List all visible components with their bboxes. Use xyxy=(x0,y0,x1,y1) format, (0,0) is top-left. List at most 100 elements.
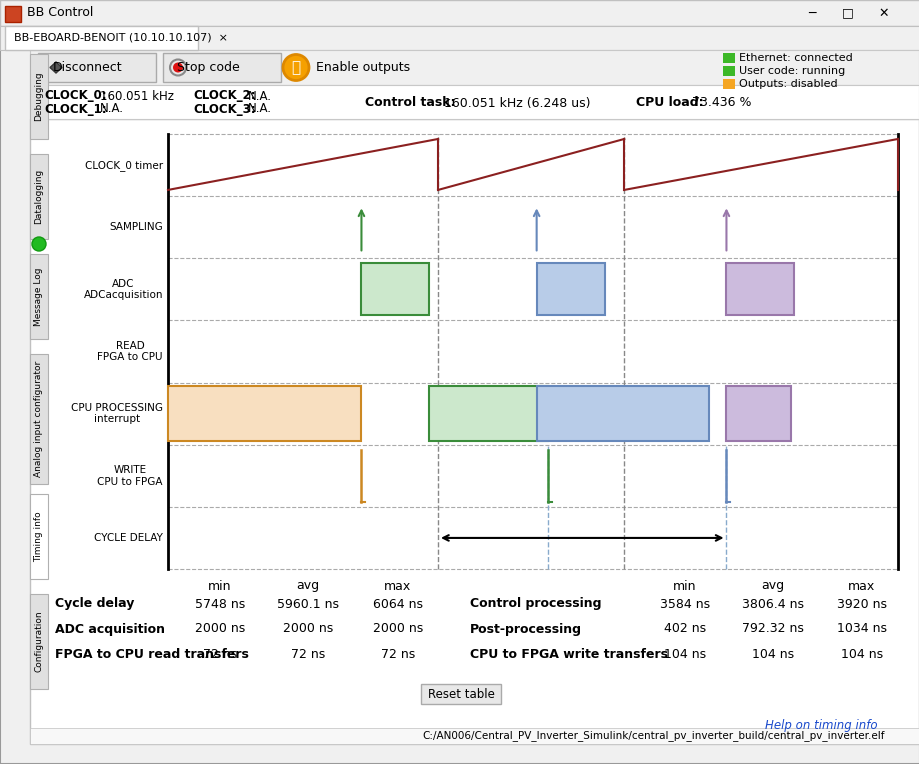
Bar xyxy=(0,26,919,50)
Bar xyxy=(30,728,918,744)
Text: Stop code: Stop code xyxy=(176,61,239,74)
Text: Configuration: Configuration xyxy=(35,610,43,672)
Text: Post-processing: Post-processing xyxy=(470,623,582,636)
Text: min: min xyxy=(673,580,696,593)
Text: Analog input configurator: Analog input configurator xyxy=(34,361,43,478)
Text: CLOCK_2:: CLOCK_2: xyxy=(193,89,255,102)
Text: 5748 ns: 5748 ns xyxy=(195,597,244,610)
Text: Outputs: disabled: Outputs: disabled xyxy=(738,79,836,89)
Text: 104 ns: 104 ns xyxy=(664,648,705,661)
Text: Control task:: Control task: xyxy=(365,96,455,109)
Bar xyxy=(30,54,48,139)
Bar xyxy=(168,387,361,441)
Bar xyxy=(30,50,918,85)
Polygon shape xyxy=(50,62,62,73)
Text: ✕: ✕ xyxy=(878,7,889,20)
Text: 1034 ns: 1034 ns xyxy=(836,623,886,636)
Text: 104 ns: 104 ns xyxy=(840,648,882,661)
Text: □: □ xyxy=(841,7,853,20)
Text: Datalogging: Datalogging xyxy=(35,169,43,224)
Text: 3920 ns: 3920 ns xyxy=(836,597,886,610)
Text: CPU PROCESSING
interrupt: CPU PROCESSING interrupt xyxy=(71,403,163,425)
Text: Reset table: Reset table xyxy=(427,688,494,701)
Text: CLOCK_1:: CLOCK_1: xyxy=(44,102,107,115)
Bar xyxy=(536,387,709,441)
Text: 3584 ns: 3584 ns xyxy=(659,597,709,610)
Text: C:/AN006/Central_PV_Inverter_Simulink/central_pv_inverter_build/central_pv_inver: C:/AN006/Central_PV_Inverter_Simulink/ce… xyxy=(422,730,884,741)
Text: BB-EBOARD-BENOIT (10.10.10.107)  ×: BB-EBOARD-BENOIT (10.10.10.107) × xyxy=(14,33,228,43)
Bar xyxy=(722,66,734,76)
Text: CLOCK_0:: CLOCK_0: xyxy=(44,89,107,102)
Bar xyxy=(30,494,48,579)
Text: 72 ns: 72 ns xyxy=(380,648,414,661)
Bar xyxy=(722,79,734,89)
Text: Help on timing info: Help on timing info xyxy=(765,720,877,733)
Text: 3806.4 ns: 3806.4 ns xyxy=(742,597,803,610)
Text: 792.32 ns: 792.32 ns xyxy=(742,623,803,636)
Text: CPU to FPGA write transfers: CPU to FPGA write transfers xyxy=(470,648,667,661)
Text: 402 ns: 402 ns xyxy=(664,623,705,636)
Text: ADC acquisition: ADC acquisition xyxy=(55,623,165,636)
Text: N.A.: N.A. xyxy=(100,102,124,115)
Bar xyxy=(30,594,48,689)
Bar xyxy=(30,119,918,744)
Text: max: max xyxy=(384,580,411,593)
Text: 2000 ns: 2000 ns xyxy=(195,623,244,636)
Circle shape xyxy=(173,63,183,73)
Bar xyxy=(38,53,156,82)
Text: ─: ─ xyxy=(808,7,815,20)
Text: 2000 ns: 2000 ns xyxy=(372,623,423,636)
Text: 72 ns: 72 ns xyxy=(203,648,237,661)
Text: CLOCK_3:: CLOCK_3: xyxy=(193,102,255,115)
Text: avg: avg xyxy=(761,580,784,593)
Text: Disconnect: Disconnect xyxy=(53,61,122,74)
Text: Control processing: Control processing xyxy=(470,597,601,610)
Text: Ethernet: connected: Ethernet: connected xyxy=(738,53,852,63)
Text: max: max xyxy=(847,580,875,593)
Text: Cycle delay: Cycle delay xyxy=(55,597,134,610)
Text: Message Log: Message Log xyxy=(35,267,43,325)
Circle shape xyxy=(283,54,309,80)
Text: Timing info: Timing info xyxy=(35,511,43,562)
Text: 73.436 %: 73.436 % xyxy=(691,96,751,109)
Text: Enable outputs: Enable outputs xyxy=(315,61,410,74)
Bar xyxy=(536,264,604,316)
Bar xyxy=(30,254,48,339)
Text: N.A.: N.A. xyxy=(248,89,272,102)
Text: 160.051 kHz: 160.051 kHz xyxy=(100,89,174,102)
Text: avg: avg xyxy=(296,580,319,593)
Bar xyxy=(726,264,793,316)
Text: CPU load:: CPU load: xyxy=(635,96,703,109)
Bar xyxy=(5,6,21,22)
Text: BB Control: BB Control xyxy=(27,7,93,20)
Text: WRITE
CPU to FPGA: WRITE CPU to FPGA xyxy=(97,465,163,487)
Text: CLOCK_0 timer: CLOCK_0 timer xyxy=(85,160,163,170)
Text: 2000 ns: 2000 ns xyxy=(282,623,333,636)
Bar xyxy=(30,85,918,119)
Text: Debugging: Debugging xyxy=(35,72,43,121)
Text: 104 ns: 104 ns xyxy=(751,648,793,661)
Bar xyxy=(722,53,734,63)
Text: FPGA to CPU read transfers: FPGA to CPU read transfers xyxy=(55,648,249,661)
Text: 5960.1 ns: 5960.1 ns xyxy=(277,597,338,610)
Text: User code: running: User code: running xyxy=(738,66,845,76)
Bar xyxy=(429,387,547,441)
Circle shape xyxy=(32,237,46,251)
Text: 6064 ns: 6064 ns xyxy=(372,597,423,610)
Text: SAMPLING: SAMPLING xyxy=(109,222,163,232)
Text: 72 ns: 72 ns xyxy=(290,648,324,661)
Bar xyxy=(30,354,48,484)
Text: READ
FPGA to CPU: READ FPGA to CPU xyxy=(97,341,163,362)
Text: ADC
ADCacquisition: ADC ADCacquisition xyxy=(84,279,163,300)
Text: N.A.: N.A. xyxy=(248,102,272,115)
Bar xyxy=(726,387,789,441)
Bar xyxy=(5,26,198,50)
Text: 160.051 kHz (6.248 us): 160.051 kHz (6.248 us) xyxy=(444,96,590,109)
Bar xyxy=(0,0,919,26)
Text: min: min xyxy=(208,580,232,593)
Text: ⏻: ⏻ xyxy=(291,60,301,75)
Bar xyxy=(421,684,501,704)
Bar xyxy=(30,154,48,239)
Bar xyxy=(163,53,280,82)
Text: CYCLE DELAY: CYCLE DELAY xyxy=(94,533,163,543)
